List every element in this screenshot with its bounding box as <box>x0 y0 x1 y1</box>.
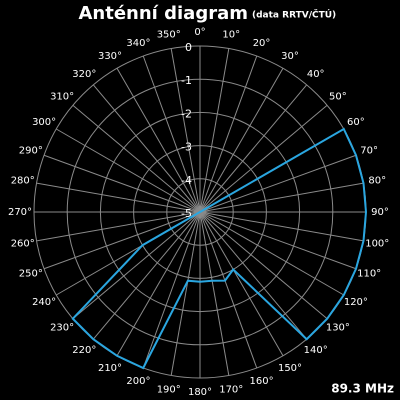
grid-spoke <box>199 211 258 369</box>
grid-spoke <box>199 211 284 357</box>
grid-spoke <box>199 48 230 213</box>
angle-tick-label: 230° <box>50 323 74 334</box>
angle-tick-label: 20° <box>253 38 271 49</box>
angle-tick-label: 260° <box>11 238 35 249</box>
grid-spoke <box>170 48 201 213</box>
grid-spoke <box>199 104 328 213</box>
angle-tick-label: 150° <box>278 363 302 374</box>
grid-spoke <box>199 211 345 296</box>
grid-spoke <box>170 211 201 376</box>
angle-tick-label: 250° <box>19 269 43 280</box>
angle-tick-label: 270° <box>8 207 32 218</box>
pattern-line <box>71 127 368 370</box>
angle-tick-label: 80° <box>368 176 386 187</box>
grid-spoke <box>199 55 258 213</box>
grid-spoke <box>92 84 201 213</box>
grid-spoke <box>92 211 201 340</box>
angle-tick-label: 40° <box>307 69 325 80</box>
angle-tick-label: 180° <box>188 387 212 398</box>
grid-spoke <box>72 211 201 320</box>
grid-spoke <box>199 211 328 320</box>
r-tick-label: 0 <box>185 41 192 54</box>
angle-tick-label: 340° <box>126 38 150 49</box>
chart-title: Anténní diagram <box>79 3 249 24</box>
angle-tick-label: 350° <box>157 30 181 41</box>
grid-spoke <box>199 182 364 213</box>
r-tick-label: -4 <box>181 174 192 187</box>
angle-tick-label: 320° <box>72 69 96 80</box>
angle-tick-label: 70° <box>360 145 378 156</box>
angle-tick-label: 50° <box>329 91 347 102</box>
angle-tick-label: 200° <box>126 376 150 387</box>
grid-spoke <box>36 182 201 213</box>
chart-subtitle: (data RRTV/ČTÚ) <box>252 9 336 21</box>
angle-tick-label: 210° <box>98 363 122 374</box>
angle-tick-label: 10° <box>222 30 240 41</box>
grid-spoke <box>199 211 357 270</box>
grid-spoke <box>43 154 201 213</box>
angle-tick-label: 330° <box>98 51 122 62</box>
grid-spoke <box>142 211 201 369</box>
grid-spoke <box>43 211 201 270</box>
r-tick-label: -2 <box>181 107 192 120</box>
angle-tick-label: 0° <box>194 27 205 38</box>
r-tick-label: -5 <box>181 207 192 220</box>
angle-tick-label: 310° <box>50 91 74 102</box>
grid-spoke <box>199 211 230 376</box>
angle-tick-label: 280° <box>11 176 35 187</box>
r-tick-label: -1 <box>181 74 192 87</box>
angle-tick-label: 160° <box>250 376 274 387</box>
grid-spoke <box>199 154 357 213</box>
angle-tick-label: 290° <box>19 145 43 156</box>
angle-tick-label: 220° <box>72 345 96 356</box>
grid-spoke <box>199 67 284 213</box>
angle-tick-label: 30° <box>281 51 299 62</box>
grid-spoke <box>116 211 201 357</box>
r-tick-label: -3 <box>181 141 192 154</box>
grid-spoke <box>116 67 201 213</box>
grid-spoke <box>199 211 364 242</box>
grid-spoke <box>199 84 308 213</box>
angle-tick-label: 110° <box>357 269 381 280</box>
grid-spoke <box>36 211 201 242</box>
grid-spoke <box>142 55 201 213</box>
angle-tick-label: 170° <box>219 384 243 395</box>
angle-tick-label: 300° <box>32 117 56 128</box>
angle-tick-label: 90° <box>371 207 389 218</box>
grid-spoke <box>199 211 308 340</box>
frequency-label: 89.3 MHz <box>331 382 394 396</box>
angle-tick-label: 130° <box>326 323 350 334</box>
angle-tick-label: 240° <box>32 297 56 308</box>
angle-tick-label: 140° <box>304 345 328 356</box>
angle-tick-label: 100° <box>365 238 389 249</box>
grid-spoke <box>72 104 201 213</box>
angle-tick-label: 60° <box>347 117 365 128</box>
angle-tick-label: 120° <box>344 297 368 308</box>
grid-spoke <box>55 128 201 213</box>
angle-tick-label: 190° <box>157 384 181 395</box>
